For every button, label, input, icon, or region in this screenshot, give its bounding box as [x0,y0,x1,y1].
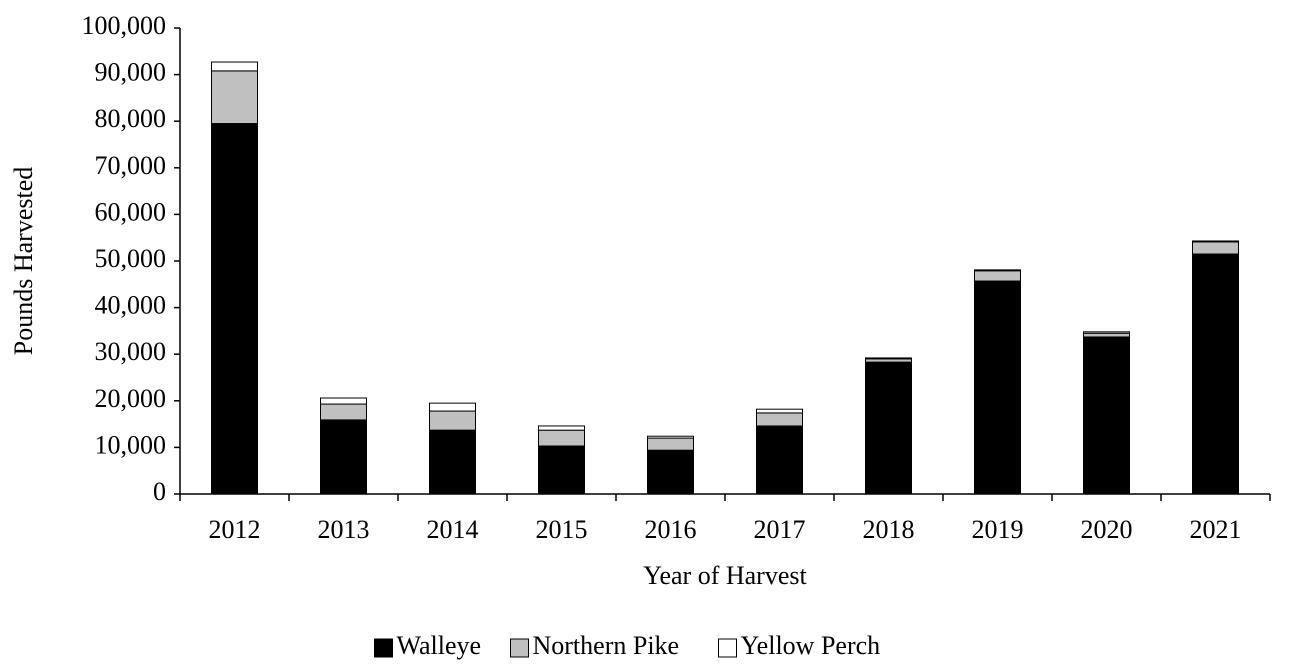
bar-segment [320,419,367,495]
bar-segment [538,425,585,431]
bar-segment [974,270,1021,282]
x-tick-label: 2017 [754,515,806,544]
y-axis-title: Pounds Harvested [9,167,38,355]
bar-segment [1083,331,1130,334]
bar-segment [647,449,694,495]
bar-segment [429,429,476,495]
bar-segment [647,435,694,439]
x-tick-label: 2015 [536,515,588,544]
y-tick-label: 100,000 [82,11,167,40]
x-tick-label: 2019 [972,515,1024,544]
x-tick-label: 2012 [209,515,261,544]
bar-segment [865,357,912,360]
bar-segment [538,429,585,447]
y-tick-label: 80,000 [95,104,167,133]
y-tick-label: 60,000 [95,197,167,226]
y-tick-label: 20,000 [95,384,167,413]
bar-segment [1192,241,1239,255]
legend-swatch [718,638,737,658]
legend-label: Walleye [397,631,482,660]
x-tick-label: 2020 [1081,515,1133,544]
legend-swatch [374,638,393,658]
bar-segment [320,403,367,421]
legend-label: Northern Pike [533,631,680,660]
bar-segment [211,70,258,125]
bar-segment [1192,240,1239,243]
y-tick-label: 50,000 [95,244,167,273]
bar-segment [974,269,1021,272]
x-tick-label: 2018 [863,515,915,544]
bar-segment [1083,336,1130,495]
bar-segment [865,361,912,495]
bar-segment [429,410,476,431]
bar-segment [211,61,258,72]
bar-segment [1083,332,1130,338]
y-tick-label: 40,000 [95,291,167,320]
x-axis-title: Year of Harvest [643,561,807,590]
bar-segment [756,412,803,427]
legend-swatch [510,638,529,658]
bar-segment [211,123,258,495]
bar-segment [538,445,585,495]
bar-segment [320,397,367,405]
x-tick-label: 2013 [318,515,370,544]
bar-segment [756,425,803,495]
y-tick-label: 10,000 [95,430,167,459]
x-tick-label: 2021 [1190,515,1242,544]
legend-label: Yellow Perch [741,631,881,660]
y-tick-label: 70,000 [95,151,167,180]
y-tick-label: 90,000 [95,58,167,87]
bar-segment [974,280,1021,495]
x-tick-label: 2014 [427,515,479,544]
y-tick-label: 0 [153,477,166,506]
bar-segment [1192,253,1239,495]
bar-segment [756,408,803,414]
bar-segment [647,437,694,451]
y-tick-label: 30,000 [95,337,167,366]
bar-segment [429,402,476,412]
x-tick-label: 2016 [645,515,697,544]
